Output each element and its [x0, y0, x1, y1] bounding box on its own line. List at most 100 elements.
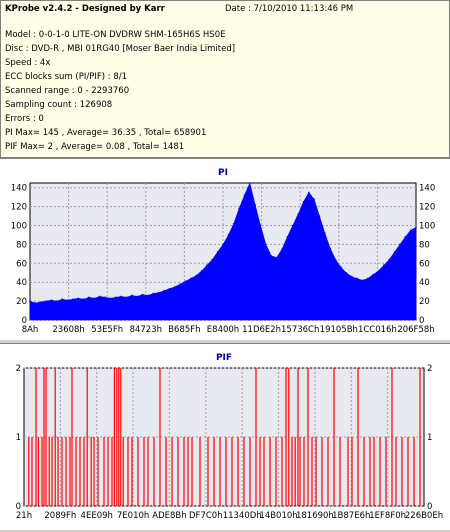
pi-data-point [243, 194, 246, 197]
pi-data-point [88, 296, 90, 299]
y-tick-label-left: 0 [16, 502, 21, 512]
y-tick-label-left: 40 [16, 278, 27, 288]
pi-data-point [291, 224, 294, 227]
pi-data-point [34, 302, 37, 304]
pi-data-point [163, 289, 165, 292]
x-tick-label: 1CC016h [358, 325, 397, 335]
x-tick-label: 11D6E2h [242, 325, 281, 335]
pi-data-point [356, 277, 358, 280]
pi-data-point [157, 291, 160, 294]
pi-data-point [216, 251, 219, 253]
pi-data-point [147, 294, 149, 297]
y-tick-label-right: 2 [427, 364, 432, 374]
x-tick-label: 2089Fh [44, 511, 76, 521]
pi-data-point [190, 277, 192, 280]
speed-line: Speed : 4x [5, 58, 51, 68]
pi-data-point [61, 298, 63, 301]
pif-chart: PIF 0 0 1 1 2 2 21h 2089Fh 4EE09h 7E010h ADE8Bh DF7C… [16, 353, 444, 521]
pi-data-point [281, 248, 283, 250]
x-tick-label: 14B010h [259, 511, 297, 521]
ecc-line: ECC blocks sum (PI/PIF) : 8/1 [5, 72, 128, 82]
pi-data-point [313, 198, 315, 200]
sampling-line: Sampling count : 126908 [5, 100, 113, 110]
y-tick-label-left: 140 [11, 184, 27, 194]
pi-data-point [152, 292, 155, 295]
pi-data-point [340, 266, 342, 268]
pi-data-point [329, 247, 332, 249]
pi-data-point [350, 275, 353, 278]
pi-data-point [39, 301, 42, 303]
info-header: KProbe v2.4.2 - Designed by Karr Date : … [0, 0, 450, 158]
pi-data-point [393, 251, 396, 253]
y-tick-label-right: 0 [419, 316, 424, 326]
pi-data-point [72, 298, 74, 301]
y-tick-label-right: 60 [419, 259, 430, 269]
pi-data-point [211, 258, 214, 261]
pi-data-point [173, 286, 176, 288]
y-tick-label-left: 80 [16, 240, 27, 250]
pi-data-point [270, 254, 273, 257]
scan-date: Date : 7/10/2010 11:13:46 PM [225, 4, 354, 14]
pi-data-point [372, 273, 374, 276]
y-tick-label-right: 20 [419, 297, 430, 307]
x-tick-label: 1EF8F0h [369, 511, 406, 521]
pi-data-point [93, 297, 96, 300]
pi-data-point [297, 213, 299, 215]
pi-data-point [307, 191, 310, 194]
pi-data-point [56, 300, 58, 302]
y-tick-label-left: 0 [22, 316, 27, 326]
range-line: Scanned range : 0 - 2293760 [5, 86, 130, 96]
pi-data-point [302, 201, 305, 203]
errors-line: Errors : 0 [5, 114, 44, 124]
pi-data-point [222, 243, 224, 246]
pi-data-point [227, 234, 230, 236]
x-tick-label: E8400h [207, 325, 239, 335]
y-tick-label-left: 20 [16, 297, 27, 307]
pi-data-point [334, 258, 337, 261]
pi-data-point [399, 243, 401, 246]
pi-data-point [388, 258, 390, 261]
pi-data-point [136, 295, 139, 298]
pi-data-point [286, 236, 289, 238]
pi-data-point [265, 243, 267, 246]
app-title: KProbe v2.4.2 - Designed by Karr [5, 4, 165, 14]
pi-data-point [82, 298, 85, 301]
pi-chart: PI 0 0 20 20 40 40 60 60 80 80 100 100 120 120 140 140 8A… [11, 168, 435, 335]
pi-data-point [259, 224, 262, 227]
pi-summary-line: PI Max= 145 , Average= 36.35 , Total= 65… [5, 128, 207, 138]
pi-data-point [366, 277, 369, 280]
x-tick-label: 4EE09h [81, 511, 113, 521]
x-tick-label: 181690h [296, 511, 334, 521]
y-tick-label-right: 80 [419, 240, 430, 250]
pi-data-point [77, 297, 80, 300]
x-tick-label: 19105Bh [320, 325, 358, 335]
pi-data-point [114, 296, 117, 299]
y-tick-label-right: 100 [419, 222, 435, 232]
x-tick-label: 8Ah [22, 325, 39, 335]
pi-data-point [232, 222, 235, 225]
x-tick-label: 84723h [130, 325, 162, 335]
pi-data-point [195, 274, 197, 277]
pi-data-point [415, 226, 417, 229]
x-tick-label: 206F58h [397, 325, 434, 335]
pi-data-point [29, 300, 31, 302]
pi-data-point [66, 299, 69, 301]
y-tick-label-left: 60 [16, 259, 27, 269]
x-tick-label: 1B87E6h [332, 511, 370, 521]
x-tick-label: B685Fh [168, 325, 200, 335]
x-tick-label: 7E010h [117, 511, 149, 521]
pi-data-point [383, 264, 385, 266]
disc-line: Disc : DVD-R , MBI 01RG40 [Moser Baer In… [5, 44, 236, 54]
pi-data-point [141, 293, 144, 296]
x-tick-label: 21h [16, 511, 32, 521]
pi-data-point [324, 232, 326, 234]
pi-data-point [45, 300, 47, 302]
model-line: Model : 0-0-1-0 LITE-ON DVDRW SHM-165H6S… [5, 30, 226, 40]
y-tick-label-right: 140 [419, 184, 435, 194]
y-tick-label-left: 120 [11, 203, 27, 213]
x-tick-label: DF7C0h [189, 511, 223, 521]
chart-title: PI [218, 168, 228, 178]
pi-data-point [109, 297, 112, 300]
pi-data-point [238, 207, 240, 210]
pi-series-area [29, 182, 417, 321]
